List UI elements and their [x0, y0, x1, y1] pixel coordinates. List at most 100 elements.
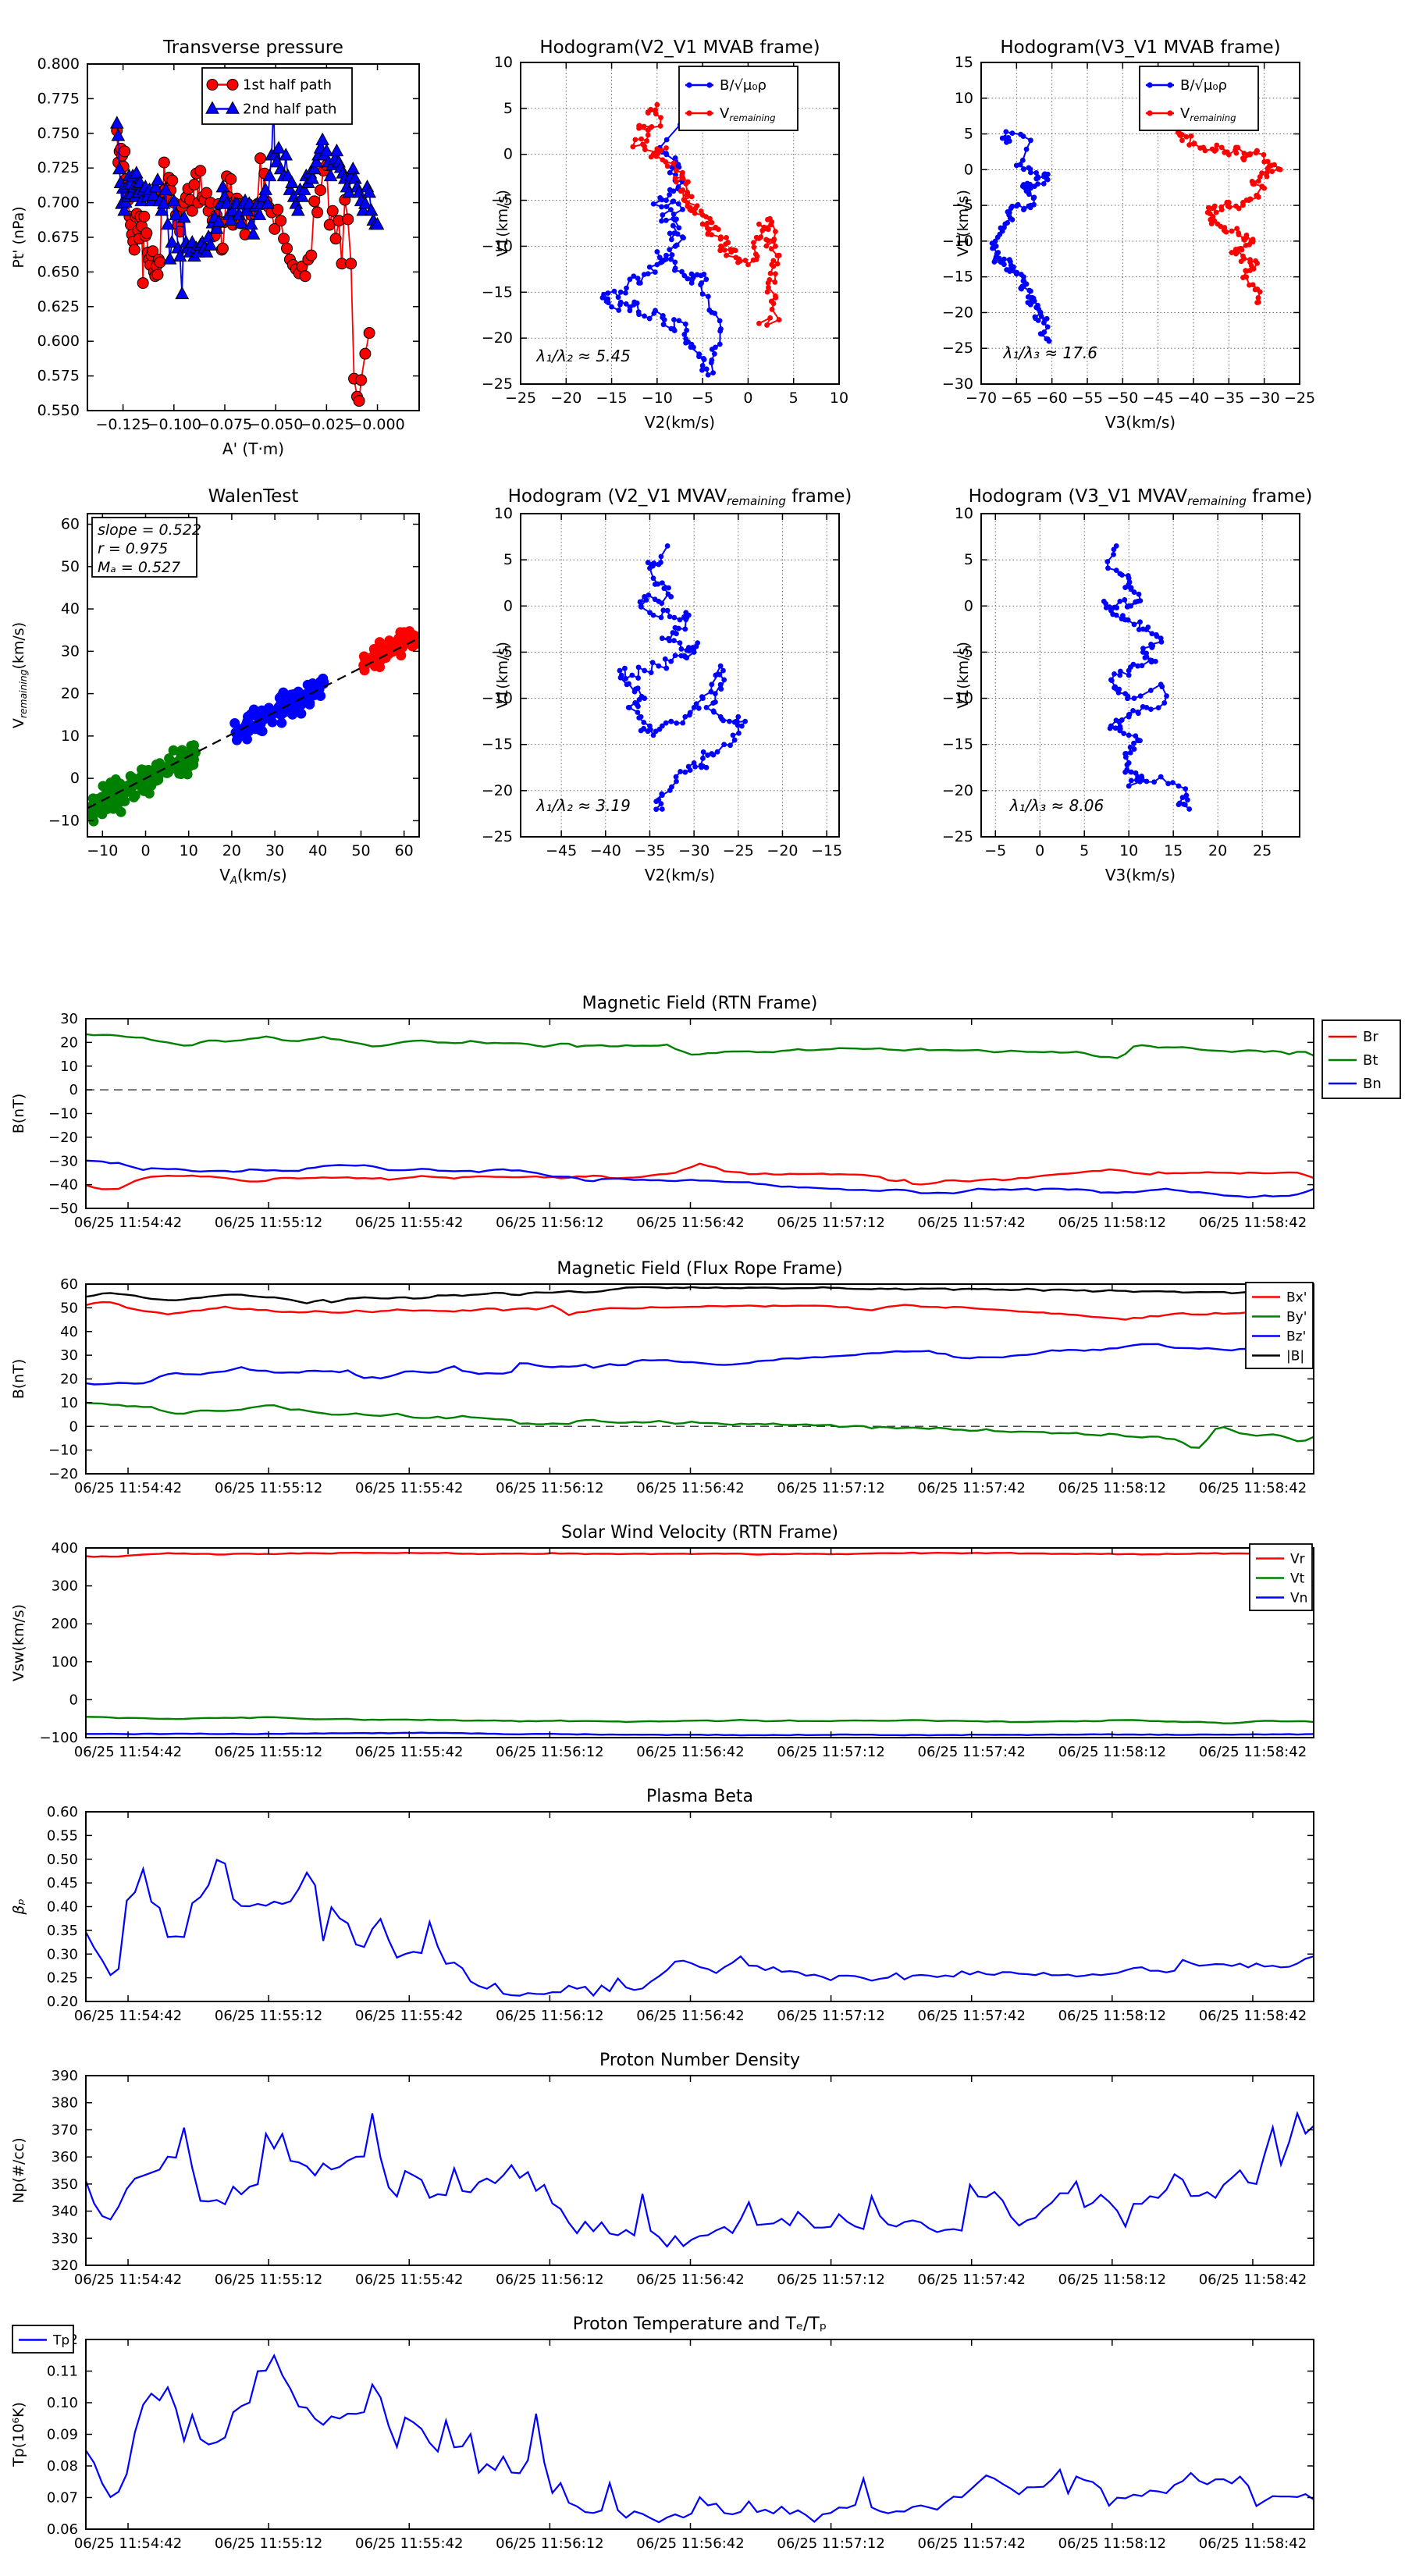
- y-tick-label: 0: [69, 1082, 78, 1098]
- y-tick-label: 0.575: [37, 368, 80, 385]
- annotation: λ₁/λ₂ ≈ 5.45: [535, 347, 630, 365]
- y-tick-label: 0.10: [47, 2395, 78, 2411]
- x-tick-label: 06/25 11:57:12: [777, 2535, 884, 2552]
- legend-label: B/√μ₀ρ: [1180, 77, 1227, 94]
- series-V-remaining-mvab: [630, 101, 782, 328]
- x-tick-label: 06/25 11:54:42: [74, 2272, 182, 2288]
- x-tick-label: 06/25 11:58:12: [1058, 2535, 1166, 2552]
- y-tick-label: 10: [60, 1395, 78, 1411]
- annotation: λ₁/λ₃ ≈ 17.6: [1003, 343, 1097, 362]
- x-tick-label: −0.125: [95, 416, 150, 433]
- y-tick-label: −25: [942, 828, 973, 845]
- y-tick-label: 340: [52, 2204, 78, 2220]
- panel-title: WalenTest: [208, 486, 299, 507]
- y-tick-label: −5: [491, 192, 513, 209]
- legend-label: 1st half path: [243, 77, 332, 94]
- series-Bt: [86, 1033, 1314, 1059]
- y-tick-label: 10: [955, 90, 973, 107]
- series-B-mvab3: [989, 129, 1052, 344]
- panel-hodogram-v2v1-mvab: −25 −20 −15 −10 −5 0 5 10 −25 −20 −15 −10 −5 0 5 10 Hodo…: [482, 37, 848, 432]
- legend: Br Bt Bn: [1321, 1019, 1401, 1099]
- y-tick-label: 0.35: [47, 1923, 78, 1939]
- y-tick-label: −25: [482, 375, 513, 393]
- x-axis-label: A' (T·m): [222, 439, 284, 458]
- y-axis-label: V1(km/s): [494, 190, 511, 257]
- y-tick-label: −20: [942, 782, 973, 799]
- panel-proton-temperature: 06/25 11:54:42 06/25 11:55:12 06/25 11:55:…: [10, 2314, 1314, 2552]
- x-tick-label: 06/25 11:56:42: [636, 2272, 744, 2288]
- x-axis-label: VA(km/s): [219, 866, 286, 887]
- y-tick-label: 0.30: [47, 1946, 78, 1962]
- series-beta: [86, 1858, 1314, 1998]
- y-axis-label: βₚ: [10, 1898, 27, 1915]
- y-tick-label: 30: [60, 1347, 78, 1364]
- x-tick-label: −0.025: [299, 416, 354, 433]
- x-tick-label: 5: [789, 390, 799, 407]
- y-tick-label: 0.07: [47, 2490, 78, 2507]
- x-tick-label: 15: [1164, 842, 1183, 859]
- y-axis-label: V1(km/s): [955, 642, 972, 709]
- x-tick-label: 06/25 11:55:42: [355, 2272, 463, 2288]
- x-tick-label: −15: [811, 842, 842, 859]
- y-tick-label: −15: [482, 283, 513, 301]
- panel-title: Magnetic Field (Flux Rope Frame): [557, 1259, 842, 1279]
- legend: B/√μ₀ρ Vremaining: [678, 66, 799, 131]
- y-tick-label: 400: [52, 1540, 78, 1557]
- y-tick-label: 60: [60, 1276, 78, 1293]
- y-tick-label: 15: [955, 54, 973, 71]
- annotation: λ₁/λ₃ ≈ 8.06: [1009, 796, 1104, 815]
- x-tick-label: 06/25 11:56:42: [636, 1480, 744, 1496]
- x-tick-label: 06/25 11:55:42: [355, 1480, 463, 1496]
- x-tick-label: 06/25 11:55:42: [355, 1215, 463, 1231]
- panel-proton-density: 06/25 11:54:42 06/25 11:55:12 06/25 11:55:…: [10, 2051, 1314, 2288]
- y-tick-label: 30: [60, 1011, 78, 1027]
- legend: Vr Vt Vn: [1249, 1543, 1313, 1611]
- panel-title: Proton Temperature and Tₑ/Tₚ: [573, 2314, 827, 2334]
- x-tick-label: −5: [692, 390, 713, 407]
- y-tick-label: 0.650: [37, 263, 80, 280]
- stats-line: r = 0.975: [98, 540, 168, 557]
- x-tick-label: 06/25 11:55:12: [215, 2535, 322, 2552]
- y-tick-label: 380: [52, 2095, 78, 2112]
- legend: B/√μ₀ρ Vremaining: [1139, 66, 1259, 131]
- y-tick-label: 350: [52, 2176, 78, 2193]
- y-tick-label: 0.800: [37, 55, 80, 73]
- x-tick-label: −25: [723, 842, 754, 859]
- x-tick-label: 06/25 11:58:12: [1058, 1480, 1166, 1496]
- panel-walen-test: −10 0 10 20 30 40 50 60 −10 0 10 20 30 40 50 60 WalenTes…: [10, 486, 420, 887]
- y-tick-label: −15: [482, 736, 513, 753]
- x-tick-label: 30: [265, 842, 284, 859]
- x-tick-label: 06/25 11:55:12: [215, 1744, 322, 1760]
- x-tick-label: 06/25 11:57:12: [777, 1480, 884, 1496]
- x-axis-label: V2(km/s): [645, 413, 715, 432]
- x-tick-label: 06/25 11:55:42: [355, 2535, 463, 2552]
- x-tick-label: 06/25 11:58:12: [1058, 1744, 1166, 1760]
- x-tick-label: 40: [308, 842, 327, 859]
- y-tick-label: 10: [955, 505, 973, 522]
- x-tick-label: 0: [743, 390, 752, 407]
- y-tick-label: 0.55: [47, 1827, 78, 1844]
- x-tick-label: 10: [830, 390, 848, 407]
- panel-title: Hodogram(V3_V1 MVAB frame): [1000, 37, 1280, 58]
- x-tick-label: 06/25 11:58:42: [1199, 1480, 1307, 1496]
- series-V-mvav3: [1101, 543, 1193, 812]
- y-tick-label: 20: [60, 1372, 78, 1388]
- x-tick-label: −35: [1213, 390, 1244, 407]
- y-axis-label: Np(#/cc): [10, 2137, 27, 2203]
- y-tick-label: −20: [482, 782, 513, 799]
- x-tick-label: 10: [180, 842, 198, 859]
- y-tick-label: 0.60: [47, 1804, 78, 1820]
- y-tick-label: 5: [964, 551, 973, 568]
- y-axis-label: Vsw(km/s): [10, 1604, 27, 1681]
- panel-title: Proton Number Density: [599, 2051, 800, 2070]
- y-tick-label: 0.700: [37, 194, 80, 212]
- y-axis-label: Vremaining(km/s): [10, 622, 29, 728]
- series-Bmag: [86, 1286, 1314, 1304]
- panel-hodogram-v2v1-mvav: −45 −40 −35 −30 −25 −20 −15 −25 −20 −15 −10 −5 0 5 10H…: [482, 486, 852, 884]
- y-axis-label: V1(km/s): [494, 642, 511, 709]
- x-tick-label: 06/25 11:54:42: [74, 2535, 182, 2552]
- y-tick-label: −40: [48, 1177, 78, 1194]
- series-Tp: [86, 2353, 1314, 2524]
- x-tick-label: 06/25 11:58:42: [1199, 1215, 1307, 1231]
- x-tick-label: 0: [140, 842, 150, 859]
